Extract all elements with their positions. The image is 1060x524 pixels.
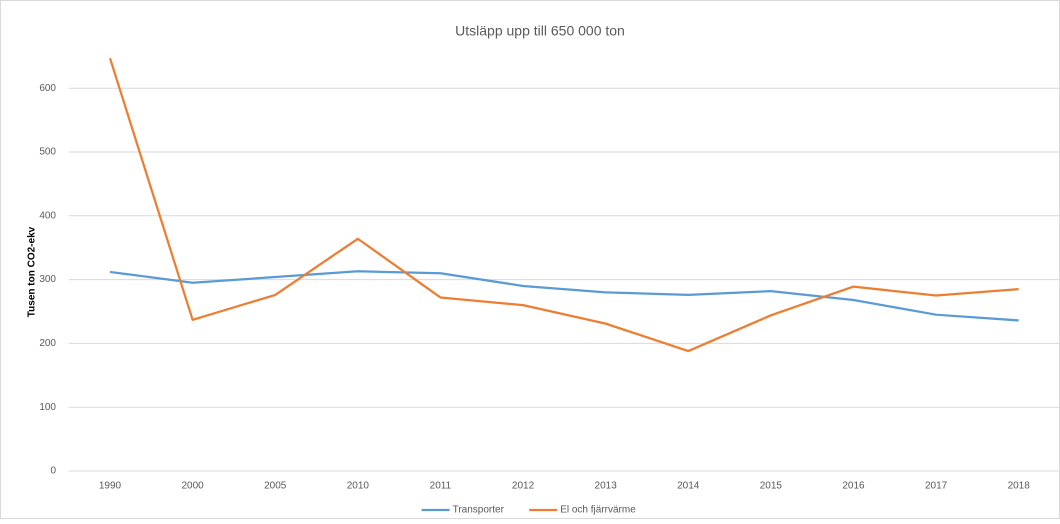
legend-label: Transporter [453, 505, 505, 516]
x-tick-label: 2000 [181, 481, 204, 492]
y-tick-label: 600 [39, 83, 56, 94]
chart-title: Utsläpp upp till 650 000 ton [455, 23, 625, 39]
x-tick-label: 1990 [99, 481, 122, 492]
x-tick-label: 2012 [512, 481, 535, 492]
y-tick-label: 300 [39, 274, 56, 285]
y-tick-label: 0 [50, 466, 56, 477]
y-tick-label: 400 [39, 210, 56, 221]
line-series [108, 57, 1019, 353]
x-tick-label: 2013 [595, 481, 618, 492]
y-axis-title: Tusen ton CO2-ekv [27, 226, 38, 317]
x-tick-label: 2016 [842, 481, 865, 492]
x-tick-label: 2014 [677, 481, 700, 492]
x-tick-label: 2018 [1008, 481, 1031, 492]
x-tick-label: 2011 [430, 481, 452, 492]
x-tick-label: 2010 [347, 481, 370, 492]
x-tick-label: 2017 [925, 481, 948, 492]
y-tick-label: 200 [39, 338, 56, 349]
legend-label: El och fjärrvärme [560, 505, 636, 516]
x-tick-label: 2005 [264, 481, 287, 492]
x-tick-label: 2015 [760, 481, 783, 492]
y-tick-label: 500 [39, 147, 56, 158]
line-series [109, 270, 1019, 322]
y-tick-label: 100 [39, 402, 56, 413]
